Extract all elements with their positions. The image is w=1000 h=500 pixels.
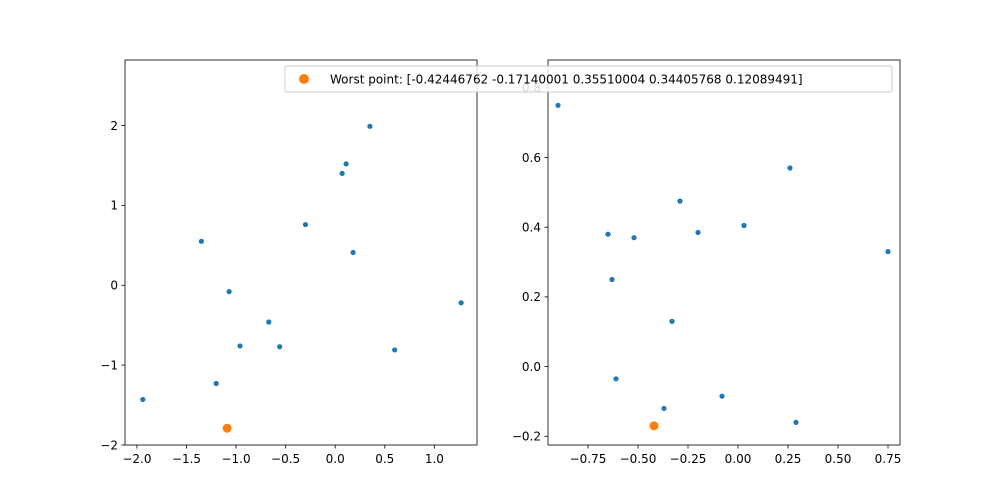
right-data-point: [609, 276, 615, 283]
right-worst-point: [649, 421, 659, 431]
legend: Worst point: [-0.42446762 -0.17140001 0.…: [284, 65, 893, 93]
right-data-point: [605, 231, 611, 237]
legend-label: Worst point: [-0.42446762 -0.17140001 0.…: [330, 73, 803, 87]
right-data-point: [787, 165, 793, 171]
right-axes-frame: [547, 59, 901, 446]
left-x-tick-label: 0.0: [326, 452, 345, 466]
left-x-tick-label: −0.5: [271, 452, 300, 466]
left-y-tick-label: −1: [100, 358, 118, 372]
left-data-point: [302, 221, 309, 228]
left-data-point: [392, 347, 398, 353]
left-data-point: [277, 344, 283, 350]
left-data-point: [140, 396, 146, 403]
right-x-tick-label: 0.50: [825, 452, 852, 466]
right-x-tick-label: 0.75: [875, 452, 902, 466]
left-data-point: [458, 300, 464, 306]
left-x-tick-label: 1.0: [425, 452, 444, 466]
right-data-point: [555, 102, 561, 108]
left-data-point: [266, 319, 272, 325]
right-data-point: [741, 222, 747, 229]
right-x-tick-label: 0.00: [725, 452, 752, 466]
legend-box: [284, 65, 893, 93]
right-data-point: [719, 393, 725, 399]
left-data-point: [213, 380, 219, 387]
left-data-point: [237, 343, 243, 349]
right-x-tick-label: −0.25: [670, 452, 707, 466]
right-data-point: [661, 405, 667, 412]
right-data-point: [695, 229, 701, 236]
left-y-tick-label: 1: [110, 199, 118, 213]
right-data-point: [613, 376, 619, 382]
right-y-tick-label: 0.4: [522, 221, 541, 235]
left-x-tick-label: −1.0: [221, 452, 250, 466]
right-data-point: [793, 419, 799, 425]
right-data-point: [885, 249, 891, 255]
left-y-tick-label: −2: [100, 438, 118, 452]
left-data-point: [226, 289, 232, 295]
left-data-point: [198, 238, 204, 244]
right-y-tick-label: −0.2: [512, 430, 541, 444]
left-x-tick-label: −2.0: [122, 452, 151, 466]
right-x-tick-label: −0.75: [570, 452, 607, 466]
left-data-point: [339, 170, 345, 177]
left-data-point: [343, 161, 349, 167]
right-x-tick-label: −0.50: [620, 452, 657, 466]
right-data-point: [631, 235, 637, 241]
left-data-point: [367, 123, 373, 129]
right-x-tick-label: 0.25: [775, 452, 802, 466]
right-data-point: [677, 198, 683, 204]
right-y-tick-label: 0.0: [522, 360, 541, 374]
left-x-tick-label: −1.5: [172, 452, 201, 466]
left-axes-frame: [124, 59, 478, 446]
legend-marker: [299, 74, 309, 84]
left-x-tick-label: 0.5: [375, 452, 394, 466]
left-data-point: [350, 249, 356, 256]
right-scatter-panel: −0.75 −0.50 −0.25 0.00 0.25 0.50 0.75 −0.2 0.0 0.…: [512, 59, 902, 466]
left-scatter-panel: −2.0 −1.5 −1.0 −0.5 0.0 0.5 1.0 −2 −1 0 1 2: [100, 59, 478, 466]
right-y-tick-label: 0.6: [522, 151, 541, 165]
left-worst-point: [222, 423, 232, 433]
left-y-tick-label: 0: [110, 279, 118, 293]
left-y-tick-label: 2: [110, 119, 118, 133]
right-data-point: [669, 318, 675, 324]
right-y-tick-label: 0.2: [522, 290, 541, 304]
